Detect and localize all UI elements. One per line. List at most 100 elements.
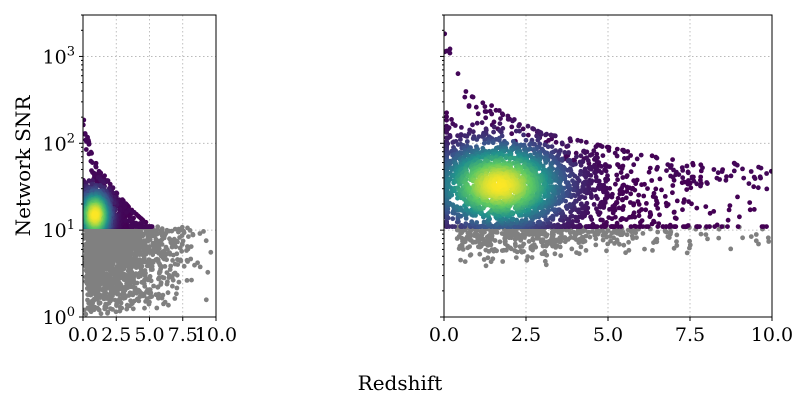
detected-point <box>654 155 660 161</box>
below-threshold-point <box>640 231 646 236</box>
detected-point <box>632 223 638 229</box>
detected-point <box>602 167 608 173</box>
detected-point <box>578 162 584 168</box>
detected-point <box>447 50 453 56</box>
detected-point <box>583 224 589 230</box>
detected-point <box>463 221 469 227</box>
below-threshold-point <box>600 237 606 243</box>
below-threshold-point <box>593 242 599 248</box>
detected-point <box>686 199 691 205</box>
detected-point <box>598 217 604 223</box>
below-threshold-point <box>674 232 680 238</box>
y-tick-label: 103 <box>43 44 75 68</box>
below-threshold-point <box>203 297 209 303</box>
below-threshold-point <box>728 246 734 252</box>
below-threshold-point <box>535 234 541 239</box>
detected-point <box>469 94 475 100</box>
below-threshold-point <box>110 267 116 272</box>
detected-point <box>452 224 457 230</box>
detected-point <box>725 224 730 230</box>
detected-point <box>719 169 725 175</box>
detected-point <box>593 144 599 150</box>
below-threshold-point <box>142 305 147 311</box>
below-threshold-point <box>117 304 123 310</box>
detected-point <box>513 128 519 134</box>
detected-point <box>83 122 86 128</box>
detected-point <box>612 150 618 156</box>
below-threshold-point <box>558 253 564 258</box>
detected-point <box>726 207 732 213</box>
detected-point <box>684 187 690 193</box>
detected-point <box>445 135 451 141</box>
detected-point <box>509 131 515 137</box>
below-threshold-point <box>84 281 90 286</box>
detected-point <box>565 158 571 164</box>
detected-point <box>88 158 94 164</box>
below-threshold-point <box>119 234 124 240</box>
detected-point <box>674 198 680 204</box>
below-threshold-point <box>170 283 175 289</box>
detected-point <box>690 160 696 166</box>
detected-point <box>664 168 669 174</box>
below-threshold-point <box>97 267 102 273</box>
detected-point <box>643 207 649 213</box>
below-threshold-point <box>147 274 153 279</box>
below-threshold-point <box>507 234 513 239</box>
detected-point <box>525 132 531 138</box>
detected-point <box>670 183 676 188</box>
detected-point <box>615 162 620 167</box>
below-threshold-point <box>604 248 609 254</box>
below-threshold-point <box>148 278 154 284</box>
detected-point <box>715 170 721 176</box>
below-threshold-point <box>633 230 639 236</box>
below-threshold-point <box>540 239 546 245</box>
below-threshold-point <box>526 239 532 244</box>
detected-point <box>628 191 634 197</box>
below-threshold-point <box>485 255 491 261</box>
detected-point <box>444 114 449 120</box>
detected-point <box>610 210 616 216</box>
below-threshold-point <box>166 228 172 234</box>
detected-point <box>144 224 150 230</box>
below-threshold-point <box>121 259 127 265</box>
detected-point <box>624 174 629 180</box>
below-threshold-point <box>159 264 165 270</box>
detected-point <box>491 119 497 125</box>
below-threshold-point <box>740 235 745 241</box>
below-threshold-point <box>687 242 693 248</box>
detected-point <box>581 168 587 174</box>
detected-point <box>714 175 720 181</box>
detected-point <box>671 210 677 215</box>
detected-point <box>616 205 622 211</box>
below-threshold-point <box>181 263 187 269</box>
detected-point <box>138 224 143 230</box>
detected-point <box>646 169 652 175</box>
below-threshold-point <box>185 244 190 249</box>
detected-point <box>580 184 586 190</box>
below-threshold-point <box>628 229 634 235</box>
detected-point <box>482 137 488 143</box>
detected-point <box>685 170 691 176</box>
below-threshold-point <box>124 254 130 260</box>
right-panel: 0.0 2.5 5.0 7.5 10.0 <box>429 14 793 346</box>
below-threshold-point <box>124 302 130 308</box>
detected-point <box>700 165 705 171</box>
below-threshold-point <box>85 242 91 248</box>
below-threshold-point <box>113 270 119 276</box>
below-threshold-point <box>172 241 178 247</box>
below-threshold-point <box>83 307 87 313</box>
x-tick-label: 5.0 <box>134 324 164 346</box>
below-threshold-point <box>145 228 150 234</box>
below-threshold-point <box>535 229 540 234</box>
detected-point <box>114 190 119 196</box>
below-threshold-point <box>140 252 146 258</box>
detected-point <box>583 203 588 209</box>
below-threshold-point <box>154 305 160 311</box>
detected-point <box>579 201 584 207</box>
detected-point <box>100 180 106 186</box>
below-threshold-point <box>106 236 112 241</box>
below-threshold-point <box>156 246 162 252</box>
below-threshold-point <box>99 263 105 268</box>
